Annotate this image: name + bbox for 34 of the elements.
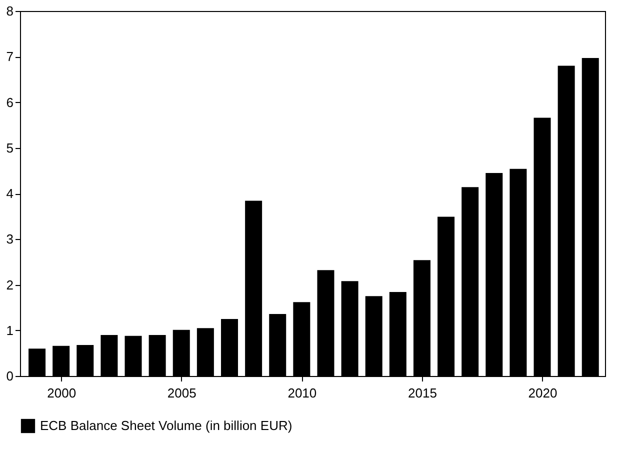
x-tick-label: 2020 bbox=[528, 386, 558, 400]
y-tick-label: 8 bbox=[6, 4, 14, 18]
bar bbox=[124, 336, 142, 376]
x-tick-label: 2015 bbox=[408, 386, 437, 400]
y-tick-label: 4 bbox=[6, 186, 14, 201]
y-tick-label: 0 bbox=[6, 368, 14, 384]
bar bbox=[245, 200, 262, 376]
bar bbox=[558, 66, 575, 376]
bar bbox=[196, 328, 214, 376]
bar bbox=[317, 270, 334, 376]
bar bbox=[510, 168, 527, 376]
x-tick-label: 2005 bbox=[167, 386, 196, 400]
bar bbox=[269, 314, 286, 376]
y-tick-label: 5 bbox=[6, 140, 14, 156]
y-tick-label: 6 bbox=[6, 94, 14, 110]
bar bbox=[148, 334, 166, 376]
bar bbox=[462, 187, 479, 376]
bar bbox=[221, 318, 238, 376]
bar bbox=[438, 216, 455, 376]
bar bbox=[582, 58, 599, 376]
bar bbox=[486, 172, 503, 376]
x-tick-label: 2000 bbox=[47, 386, 76, 400]
bar bbox=[341, 281, 358, 376]
y-tick-label: 1 bbox=[6, 322, 14, 338]
bar bbox=[76, 344, 94, 376]
y-tick-label: 7 bbox=[6, 49, 14, 64]
bar bbox=[389, 292, 406, 376]
y-tick-label: 3 bbox=[6, 232, 14, 247]
bar bbox=[365, 296, 382, 376]
x-tick-label: 2010 bbox=[288, 386, 317, 400]
bar bbox=[28, 348, 46, 376]
legend-label: ECB Balance Sheet Volume (in billion EUR) bbox=[40, 418, 292, 433]
bar bbox=[100, 334, 118, 376]
y-tick-label: 2 bbox=[6, 277, 14, 292]
